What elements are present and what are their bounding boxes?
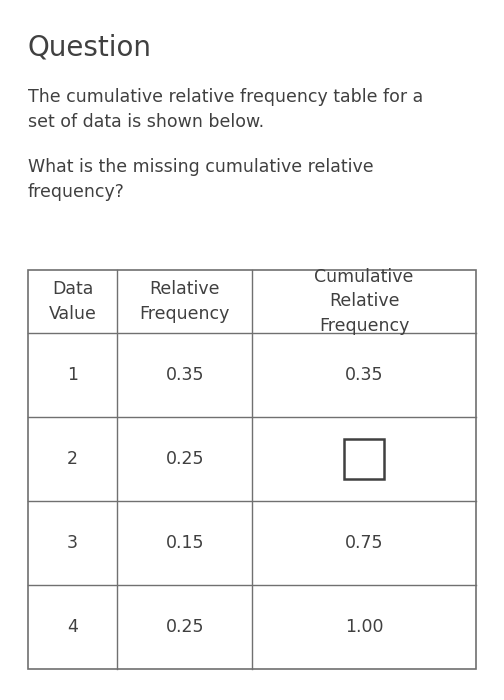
Text: 4: 4 <box>67 617 78 636</box>
Text: 0.35: 0.35 <box>165 366 204 384</box>
Text: 0.25: 0.25 <box>165 617 204 636</box>
Text: 2: 2 <box>67 450 78 468</box>
Text: 0.35: 0.35 <box>345 366 384 384</box>
Bar <box>28 270 476 668</box>
Text: 0.15: 0.15 <box>165 534 204 552</box>
Bar <box>344 439 384 480</box>
Text: Data
Value: Data Value <box>49 280 96 323</box>
Text: 0.25: 0.25 <box>165 450 204 468</box>
Text: Relative
Frequency: Relative Frequency <box>140 280 230 323</box>
Text: 1.00: 1.00 <box>345 617 384 636</box>
Text: 0.75: 0.75 <box>345 534 384 552</box>
Text: 3: 3 <box>67 534 78 552</box>
Text: Cumulative
Relative
Frequency: Cumulative Relative Frequency <box>314 268 414 335</box>
Text: 1: 1 <box>67 366 78 384</box>
Text: Question: Question <box>28 34 152 62</box>
Text: What is the missing cumulative relative
frequency?: What is the missing cumulative relative … <box>28 158 373 201</box>
Text: The cumulative relative frequency table for a
set of data is shown below.: The cumulative relative frequency table … <box>28 88 423 131</box>
